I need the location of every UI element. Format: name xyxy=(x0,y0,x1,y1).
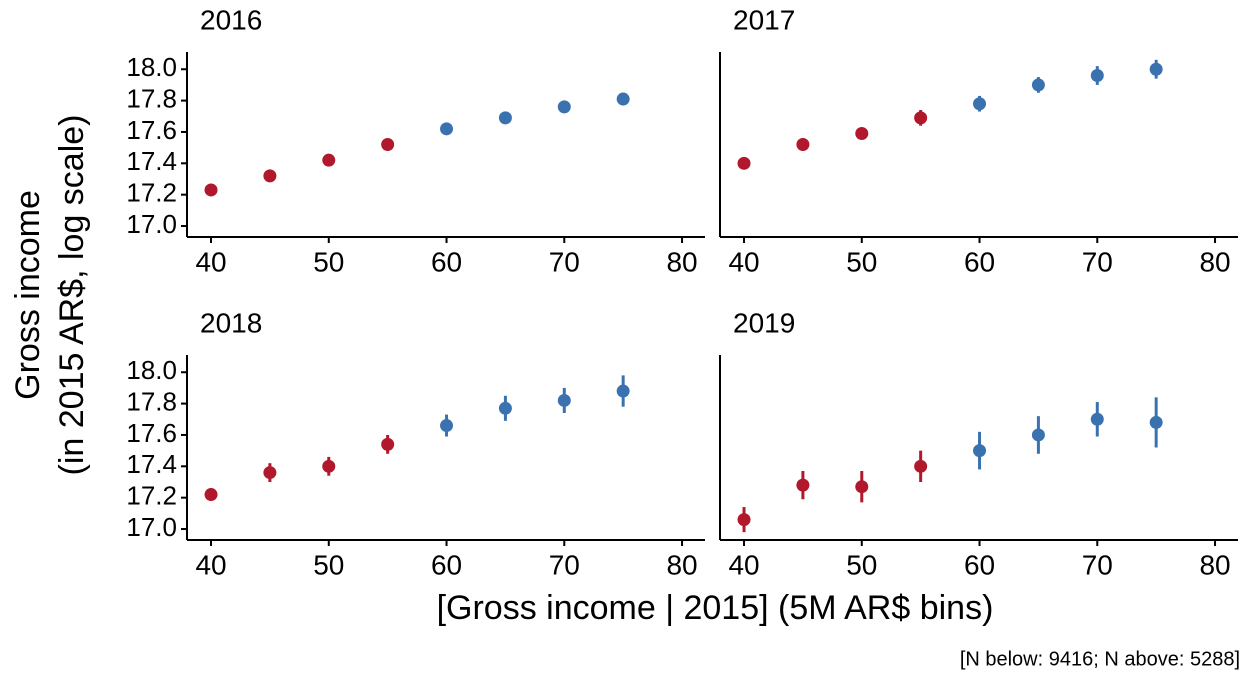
x-tick-label: 80 xyxy=(1199,549,1230,580)
point xyxy=(855,127,869,141)
y-axis-title: Gross income xyxy=(9,190,47,400)
point xyxy=(1090,412,1104,426)
x-tick-label: 70 xyxy=(549,549,580,580)
point xyxy=(381,437,395,451)
panel-title: 2019 xyxy=(733,307,795,338)
point xyxy=(204,183,218,197)
x-tick-label: 50 xyxy=(313,549,344,580)
y-tick-label: 17.4 xyxy=(126,449,177,479)
point xyxy=(796,138,810,151)
point xyxy=(737,513,751,527)
y-tick-label: 17.0 xyxy=(126,512,177,542)
point xyxy=(381,138,395,151)
x-tick-label: 50 xyxy=(313,246,344,277)
x-tick-label: 70 xyxy=(1082,549,1113,580)
point xyxy=(737,156,751,170)
x-tick-label: 40 xyxy=(728,246,759,277)
y-tick-label: 18.0 xyxy=(126,355,177,385)
point xyxy=(557,393,571,407)
x-tick-label: 70 xyxy=(1082,246,1113,277)
point xyxy=(1031,428,1045,442)
x-tick-label: 40 xyxy=(728,549,759,580)
y-tick-label: 17.6 xyxy=(126,418,177,448)
y-tick-label: 17.2 xyxy=(126,178,177,208)
point xyxy=(204,488,218,502)
y-tick-label: 17.0 xyxy=(126,209,177,239)
panel-title: 2016 xyxy=(200,4,262,35)
y-tick-label: 17.6 xyxy=(126,115,177,145)
point xyxy=(1149,62,1163,76)
point xyxy=(914,111,928,125)
x-tick-label: 60 xyxy=(964,549,995,580)
x-tick-label: 40 xyxy=(195,549,226,580)
y-tick-label: 17.2 xyxy=(126,481,177,511)
x-tick-label: 50 xyxy=(846,549,877,580)
point xyxy=(616,384,630,398)
x-tick-label: 60 xyxy=(431,246,462,277)
point xyxy=(498,401,512,415)
point xyxy=(973,444,987,458)
point xyxy=(1149,415,1163,429)
y-tick-label: 17.8 xyxy=(126,83,177,113)
y-tick-label: 17.4 xyxy=(126,146,177,176)
x-tick-label: 80 xyxy=(1199,246,1230,277)
point xyxy=(263,169,277,183)
x-tick-label: 40 xyxy=(195,246,226,277)
x-tick-label: 80 xyxy=(666,246,697,277)
x-tick-label: 80 xyxy=(666,549,697,580)
point xyxy=(796,478,810,492)
point xyxy=(1031,78,1045,92)
point xyxy=(263,466,277,480)
y-tick-label: 17.8 xyxy=(126,386,177,416)
point xyxy=(1090,69,1104,83)
point xyxy=(498,111,512,125)
x-axis-title: [Gross income | 2015] (5M AR$ bins) xyxy=(437,589,994,627)
x-tick-label: 60 xyxy=(431,549,462,580)
x-tick-label: 60 xyxy=(964,246,995,277)
point xyxy=(914,459,928,473)
point xyxy=(322,153,336,167)
point xyxy=(557,100,571,114)
panel-title: 2018 xyxy=(200,307,262,338)
x-tick-label: 70 xyxy=(549,246,580,277)
y-axis-title: (in 2015 AR$, log scale) xyxy=(53,115,91,476)
point xyxy=(616,92,630,106)
caption: [N below: 9416; N above: 5288] xyxy=(960,648,1240,670)
point xyxy=(440,122,454,136)
point xyxy=(440,419,454,433)
point xyxy=(973,97,987,111)
panel-title: 2017 xyxy=(733,4,795,35)
x-tick-label: 50 xyxy=(846,246,877,277)
point xyxy=(322,459,336,473)
y-tick-label: 18.0 xyxy=(126,52,177,82)
point xyxy=(855,480,869,494)
